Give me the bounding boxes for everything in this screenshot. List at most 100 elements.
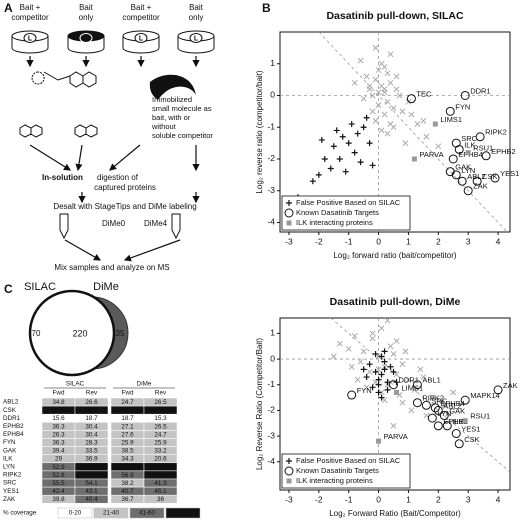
x-axis-label: Log₂ forward ratio (bait/competitor) (333, 251, 456, 260)
plot-frame (279, 31, 511, 233)
point (423, 133, 430, 140)
point-label: RSU1 (473, 144, 493, 153)
point (330, 143, 337, 150)
table-value: 30.4 (85, 431, 98, 438)
table-value: 43.1 (85, 488, 98, 495)
point (402, 140, 409, 147)
arrow (75, 144, 83, 172)
point-label: PARVA (419, 150, 443, 159)
point (451, 170, 461, 180)
point (420, 374, 427, 380)
point (450, 389, 457, 396)
table-value: 34.3 (121, 456, 134, 463)
legend-swatch (93, 507, 129, 519)
point (393, 86, 400, 93)
table-value: 39.4 (52, 448, 65, 455)
point (414, 121, 421, 128)
table-column: Fwd (122, 390, 134, 397)
point (369, 108, 376, 115)
point-label: YES1 (461, 425, 480, 434)
table-value: 36.9 (85, 456, 98, 463)
legend-swatch (129, 507, 165, 519)
point (354, 376, 361, 383)
point (393, 338, 400, 345)
point-label: EPHB2 (443, 417, 468, 426)
point-label: MAPK14 (470, 391, 500, 400)
table-value: 41.3 (154, 480, 167, 487)
point (420, 117, 427, 124)
table-row-name: SRC (3, 480, 17, 487)
point (389, 380, 399, 390)
point (429, 394, 436, 401)
table-value: 24.7 (154, 431, 167, 438)
table-value: 60.7 (85, 464, 98, 471)
reference-line (318, 31, 508, 233)
bait-note: Immobilized (152, 95, 192, 104)
point (427, 413, 437, 423)
table-value: 18.7 (85, 415, 98, 422)
point (439, 411, 449, 421)
point (327, 165, 334, 172)
point (369, 162, 376, 169)
point (354, 130, 361, 137)
table-value: 54.1 (85, 480, 98, 487)
table-group: DiMe (137, 381, 152, 388)
plot-frame (279, 317, 511, 491)
point (460, 395, 470, 405)
point (366, 140, 373, 147)
legend-marker (286, 458, 292, 464)
point (451, 429, 461, 439)
dish-letter: L (194, 35, 199, 42)
legend-marker (286, 478, 292, 484)
point (417, 366, 424, 373)
point (384, 386, 391, 393)
point (345, 140, 352, 147)
point (454, 439, 464, 449)
legend-label: Known Dasatinib Targets (296, 466, 379, 475)
point (481, 151, 491, 161)
point (396, 92, 403, 99)
point-label: ILK (452, 417, 463, 426)
point (390, 368, 397, 375)
table-value: 20.6 (154, 456, 167, 463)
point (378, 353, 385, 360)
point (493, 385, 503, 395)
scatter-chart: Dasatinib pull-down, DiMe -3 -2 -1 0 1 2 3 4 -4 -3… (255, 296, 518, 518)
bait-note: soluble competitor (152, 131, 213, 140)
bait-note: without (151, 122, 177, 131)
point (357, 159, 364, 166)
y-tick-label: -2 (267, 405, 275, 415)
table-value: 36.3 (52, 440, 65, 447)
panel-label: A (4, 1, 13, 15)
x-tick-label: -3 (285, 494, 293, 504)
table-value: 52.9 (52, 464, 65, 471)
point-label: LIMS1 (440, 115, 462, 124)
letter-badge (23, 33, 37, 43)
x-tick-label: 3 (466, 236, 471, 246)
table-value: 25.9 (154, 440, 167, 447)
table-value: 15.3 (154, 415, 167, 422)
point-label: ABL1 (422, 376, 440, 385)
x-tick-label: -3 (285, 236, 293, 246)
point (360, 348, 367, 355)
table-value: 26.5 (154, 423, 167, 430)
point (387, 51, 394, 58)
point (363, 384, 370, 391)
legend-label: False Positive Based on SILAC (296, 456, 401, 465)
point (445, 106, 455, 116)
dish-letter: H (83, 35, 88, 42)
bait-note: bait, with or (152, 113, 191, 122)
point (390, 105, 397, 112)
table-value: 40.4 (85, 496, 98, 503)
point-label: EPHB4 (440, 399, 465, 408)
tube (59, 213, 69, 240)
chart-title: Dasatinib pull-down, SILAC (326, 10, 463, 22)
point (393, 389, 399, 395)
point (336, 155, 343, 162)
point (372, 117, 379, 124)
point (372, 368, 379, 375)
point (390, 422, 397, 429)
table-row-name: ABL2 (3, 399, 19, 406)
bait-note: small molecule as (152, 104, 212, 113)
